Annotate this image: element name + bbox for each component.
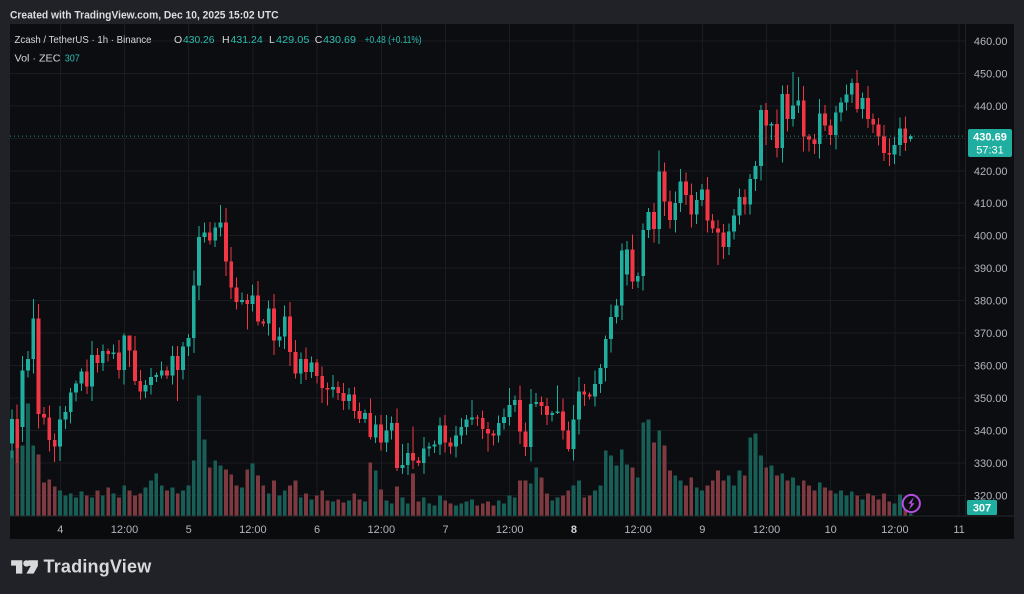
svg-text:12:00: 12:00 [239, 524, 267, 536]
svg-text:12:00: 12:00 [624, 524, 652, 536]
svg-text:9: 9 [699, 524, 705, 536]
svg-text:429.05: 429.05 [276, 34, 310, 46]
svg-text:6: 6 [314, 524, 320, 536]
svg-text:8: 8 [571, 524, 577, 536]
svg-text:330.00: 330.00 [974, 458, 1008, 470]
svg-text:57:31: 57:31 [976, 145, 1004, 157]
svg-text:12:00: 12:00 [753, 524, 781, 536]
svg-text:460.00: 460.00 [974, 36, 1008, 48]
svg-text:10: 10 [825, 524, 837, 536]
svg-text:H: H [222, 34, 230, 46]
svg-text:C: C [315, 34, 323, 46]
svg-text:Zcash / TetherUS · 1h · Binanc: Zcash / TetherUS · 1h · Binance [15, 34, 152, 46]
svg-text:370.00: 370.00 [974, 328, 1008, 340]
svg-text:Vol · ZEC: Vol · ZEC [15, 53, 61, 65]
svg-text:7: 7 [442, 524, 448, 536]
svg-text:L: L [269, 34, 275, 46]
svg-text:12:00: 12:00 [368, 524, 396, 536]
svg-text:320.00: 320.00 [974, 490, 1008, 502]
svg-text:Created with TradingView.com,: Created with TradingView.com, Dec 10, 20… [10, 10, 279, 22]
svg-text:410.00: 410.00 [974, 198, 1008, 210]
svg-text:11: 11 [953, 524, 964, 536]
svg-text:430.69: 430.69 [323, 34, 356, 46]
svg-text:5: 5 [186, 524, 192, 536]
svg-text:340.00: 340.00 [974, 425, 1008, 437]
svg-text:4: 4 [57, 524, 63, 536]
svg-text:430.69: 430.69 [973, 132, 1007, 144]
svg-text:307: 307 [973, 503, 991, 515]
svg-text:390.00: 390.00 [974, 263, 1008, 275]
svg-text:12:00: 12:00 [111, 524, 139, 536]
svg-text:430.26: 430.26 [183, 34, 215, 46]
svg-text:12:00: 12:00 [881, 524, 909, 536]
svg-text:O: O [174, 34, 182, 46]
svg-text:307: 307 [65, 53, 80, 65]
svg-text:420.00: 420.00 [974, 166, 1008, 178]
svg-text:380.00: 380.00 [974, 296, 1008, 308]
svg-text:360.00: 360.00 [974, 361, 1008, 373]
svg-text:440.00: 440.00 [974, 101, 1008, 113]
svg-text:431.24: 431.24 [231, 34, 263, 46]
svg-text:12:00: 12:00 [496, 524, 524, 536]
svg-text:+0.48 (+0.11%): +0.48 (+0.11%) [365, 34, 422, 46]
svg-text:400.00: 400.00 [974, 231, 1008, 243]
svg-text:TradingView: TradingView [44, 557, 153, 577]
svg-text:350.00: 350.00 [974, 393, 1008, 405]
svg-text:450.00: 450.00 [974, 69, 1008, 81]
